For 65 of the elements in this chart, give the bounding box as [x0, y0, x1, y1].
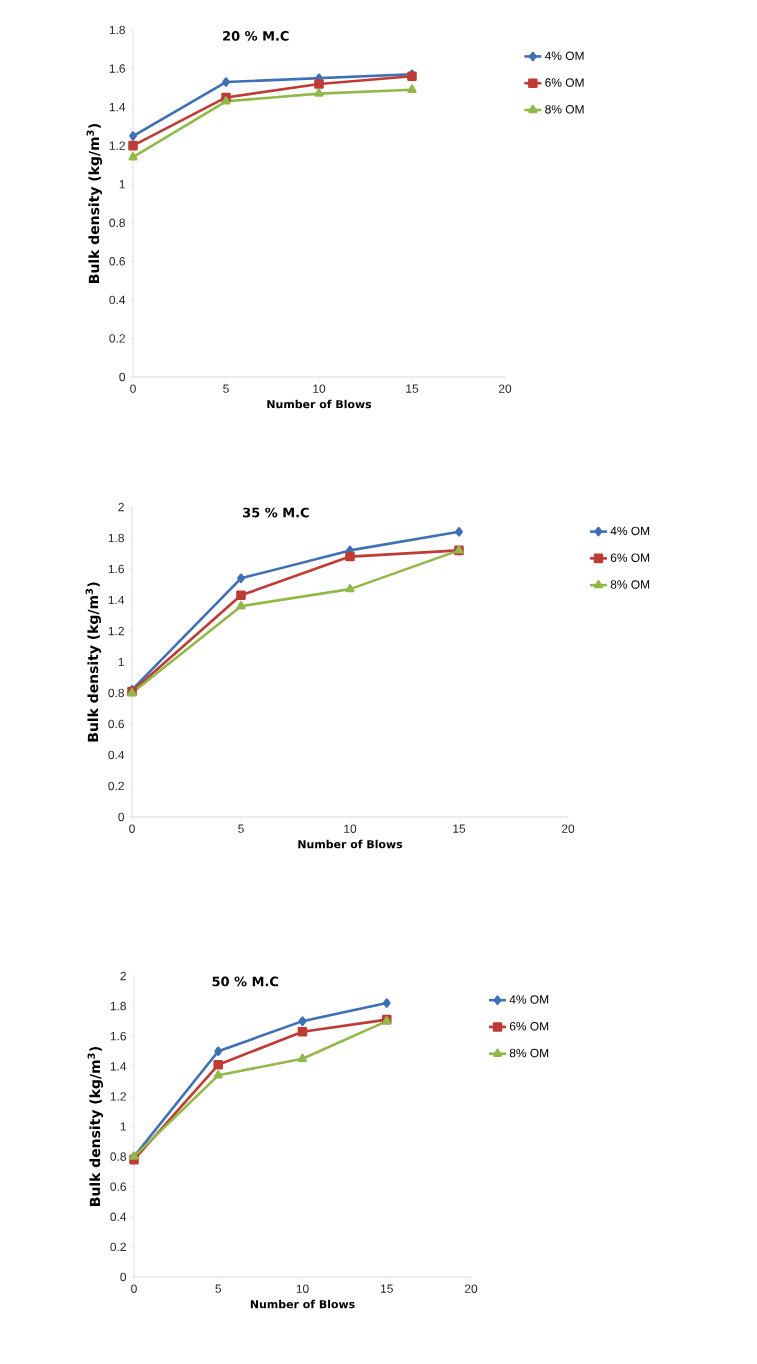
y-tick-label: 0.2 [108, 781, 124, 791]
y-tick-label: 1.2 [110, 1092, 126, 1101]
legend-label: 6% OM [545, 78, 584, 87]
x-tick-label: 15 [453, 824, 466, 833]
y-tick-label: 0.8 [110, 1152, 126, 1161]
y-tick-label: 0.6 [110, 1182, 126, 1191]
x-tick-label: 15 [381, 1284, 393, 1293]
x-axis-title: Number of Blows [298, 839, 403, 849]
y-tick-label: 1.6 [109, 64, 125, 73]
x-axis-title: Number of Blows [250, 1299, 355, 1309]
y-tick-label: 0 [119, 372, 126, 382]
y-tick-label: 1.2 [108, 626, 124, 636]
x-tick-label: 15 [406, 384, 419, 393]
x-tick-label: 20 [498, 384, 512, 393]
y-tick-label: 0.4 [110, 1212, 127, 1222]
y-tick-label: 0.4 [109, 295, 126, 305]
legend-label: 8% OM [509, 1048, 549, 1058]
x-tick-label: 0 [129, 824, 135, 833]
y-tick-label: 0.4 [108, 750, 125, 760]
legend-label: 6% OM [509, 1022, 549, 1031]
legend-label: 8% OM [545, 105, 584, 114]
x-tick-label: 20 [561, 824, 575, 833]
y-tick-label: 1 [118, 657, 124, 667]
chart-title: 35 % M.C [243, 507, 309, 518]
y-axis-title: Bulk density (kg/m$^{3}$) [86, 123, 103, 283]
x-tick-label: 20 [464, 1284, 478, 1293]
x-axis-title: Number of Blows [267, 399, 372, 409]
y-tick-label: 1.6 [110, 1031, 126, 1041]
x-tick-label: 5 [215, 1284, 222, 1293]
x-tick-label: 10 [313, 384, 326, 393]
x-tick-label: 0 [130, 384, 136, 393]
y-tick-label: 0 [118, 812, 125, 822]
y-tick-label: 1 [119, 180, 125, 189]
chart-title: 20 % M.C [223, 31, 289, 41]
y-tick-label: 1.8 [109, 25, 125, 35]
chart-title: 50 % M.C [212, 976, 279, 987]
y-tick-label: 0 [120, 1272, 127, 1282]
y-tick-label: 2 [118, 502, 124, 512]
y-tick-label: 1.2 [109, 141, 125, 150]
legend-label: 4% OM [509, 995, 549, 1004]
x-tick-label: 10 [296, 1284, 309, 1293]
x-tick-label: 5 [223, 384, 229, 393]
y-tick-label: 0.6 [108, 719, 124, 729]
y-tick-label: 0.2 [109, 334, 125, 343]
x-tick-label: 10 [344, 824, 357, 833]
y-tick-label: 1.4 [109, 102, 126, 112]
y-tick-label: 0.6 [109, 257, 125, 266]
y-tick-label: 1.4 [110, 1062, 127, 1071]
legend-label: 4% OM [610, 526, 650, 536]
y-tick-label: 1.8 [108, 533, 124, 543]
y-tick-label: 0.8 [108, 688, 124, 698]
y-tick-label: 1 [120, 1122, 126, 1131]
y-tick-label: 2 [120, 971, 126, 981]
y-tick-label: 1.6 [108, 564, 124, 574]
x-tick-label: 5 [238, 824, 244, 833]
y-tick-label: 1.4 [108, 595, 125, 605]
y-tick-label: 0.8 [109, 218, 125, 227]
y-axis-title: Bulk density (kg/m$^{3}$) [87, 1046, 104, 1206]
y-tick-label: 1.8 [110, 1001, 126, 1011]
legend-label: 4% OM [544, 51, 584, 60]
x-tick-label: 0 [131, 1284, 137, 1293]
legend-label: 6% OM [610, 553, 650, 562]
y-axis-title: Bulk density (kg/m$^{3}$) [85, 582, 102, 742]
legend-label: 8% OM [610, 580, 650, 589]
y-tick-label: 0.2 [110, 1242, 126, 1252]
